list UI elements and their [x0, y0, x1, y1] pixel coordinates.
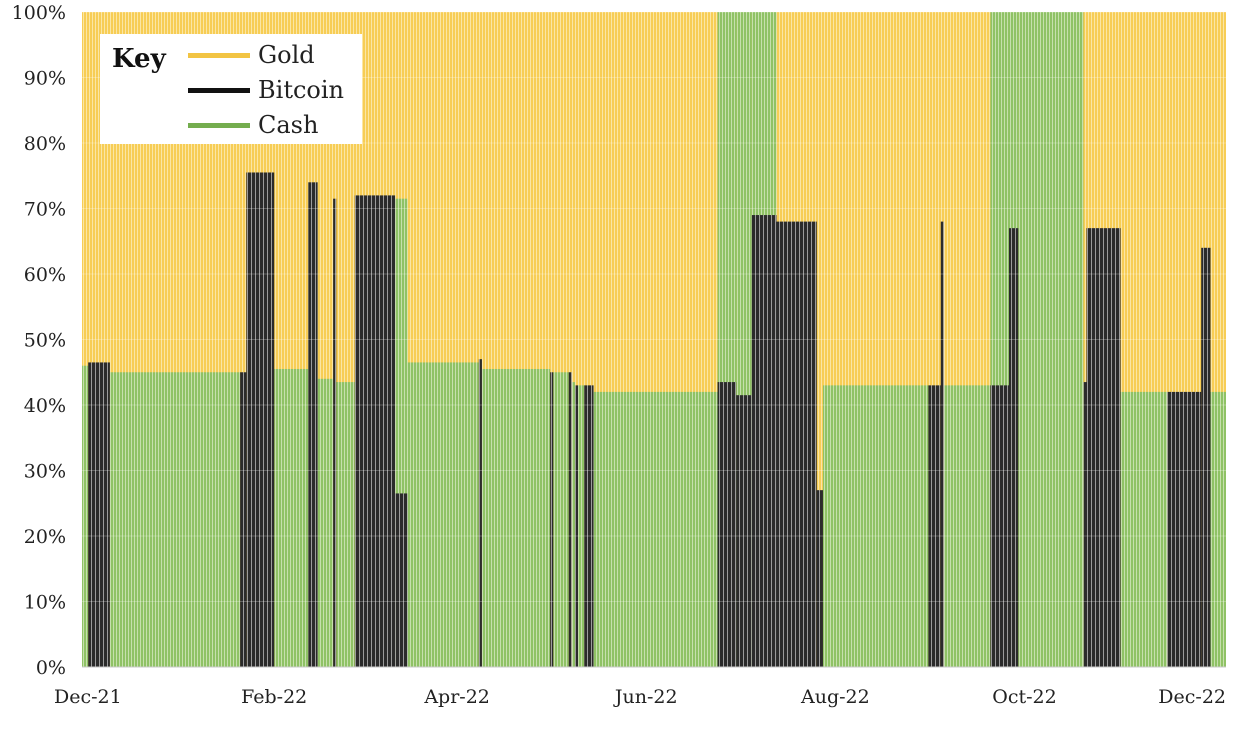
bitcoin-segment [940, 221, 944, 667]
y-tick-label: 60% [24, 264, 66, 286]
bitcoin-segment [1008, 228, 1019, 667]
legend: Key Gold Bitcoin Cash [100, 34, 362, 144]
bitcoin-segment [1201, 247, 1211, 668]
x-tick-label: Jun-22 [613, 686, 678, 708]
cash-segment [274, 368, 309, 667]
bitcoin-segment [584, 385, 594, 667]
legend-swatch-gold [188, 52, 250, 58]
cash-segment [317, 378, 334, 667]
x-tick-label: Oct-22 [992, 686, 1056, 708]
cash-segment [1018, 12, 1084, 667]
bitcoin-segment [246, 172, 275, 667]
x-tick-label: Feb-22 [241, 686, 307, 708]
legend-swatch-bitcoin [188, 87, 250, 93]
bitcoin-segment [574, 385, 579, 667]
legend-label-gold: Gold [258, 41, 315, 69]
plot-area [82, 12, 1226, 668]
x-axis: Dec-21 Feb-22 Apr-22 Jun-22 Aug-22 Oct-22 Dec-… [54, 666, 1226, 708]
bitcoin-segment [550, 372, 554, 667]
cash-segment [571, 382, 575, 667]
bitcoin-segment [568, 372, 572, 667]
x-tick-label: Dec-22 [1158, 686, 1226, 708]
bitcoin-segment [478, 359, 482, 667]
cash-segment [593, 391, 718, 667]
legend-label-bitcoin: Bitcoin [258, 76, 344, 104]
cash-segment [481, 368, 551, 667]
bitcoin-segment [333, 198, 337, 668]
cash-segment [822, 385, 929, 667]
y-tick-label: 90% [24, 68, 66, 90]
bitcoin-segment [990, 385, 1009, 667]
bitcoin-segment [816, 490, 823, 667]
legend-item-cash: Cash [188, 108, 318, 142]
bitcoin-segment [717, 382, 737, 667]
bitcoin-segment [1167, 391, 1202, 667]
bitcoin-segment [308, 182, 318, 668]
y-tick-label: 70% [24, 199, 66, 221]
y-tick-label: 50% [24, 330, 66, 352]
y-tick-label: 40% [24, 395, 66, 417]
cash-segment [1120, 391, 1168, 667]
cash-segment [1210, 391, 1226, 667]
x-tick-label: Apr-22 [423, 686, 490, 708]
y-tick-label: 100% [12, 2, 66, 24]
bitcoin-segment [1086, 228, 1121, 667]
legend-item-bitcoin: Bitcoin [188, 73, 344, 107]
x-tick-label: Aug-22 [800, 686, 870, 708]
bitcoin-segment [751, 215, 777, 668]
legend-swatch-cash [188, 122, 250, 128]
cash-segment [407, 362, 479, 667]
bitcoin-segment [88, 362, 110, 667]
legend-label-cash: Cash [258, 111, 319, 139]
bitcoin-segment [240, 372, 247, 667]
cash-segment [109, 372, 241, 667]
y-tick-label: 80% [24, 133, 66, 155]
bitcoin-segment [736, 395, 752, 667]
cash-segment [943, 385, 991, 667]
cash-segment [82, 365, 89, 667]
x-tick-label: Dec-21 [54, 686, 122, 708]
legend-item-gold: Gold [188, 38, 315, 72]
cash-segment [553, 372, 569, 667]
y-tick-label: 30% [24, 461, 66, 483]
legend-title: Key [112, 44, 166, 74]
y-tick-label: 20% [24, 526, 66, 548]
y-axis: 0% 10% 20% 30% 40% 50% 60% 70% 80% 90% 100% [12, 2, 66, 679]
bitcoin-segment [1083, 382, 1087, 667]
bitcoin-segment [776, 221, 817, 667]
bitcoin-segment [928, 385, 941, 667]
y-tick-label: 10% [24, 592, 66, 614]
y-tick-label: 0% [36, 657, 66, 679]
cash-segment [578, 385, 585, 667]
bitcoin-segment [354, 195, 396, 667]
cash-segment [336, 382, 355, 667]
bitcoin-segment [395, 493, 408, 667]
